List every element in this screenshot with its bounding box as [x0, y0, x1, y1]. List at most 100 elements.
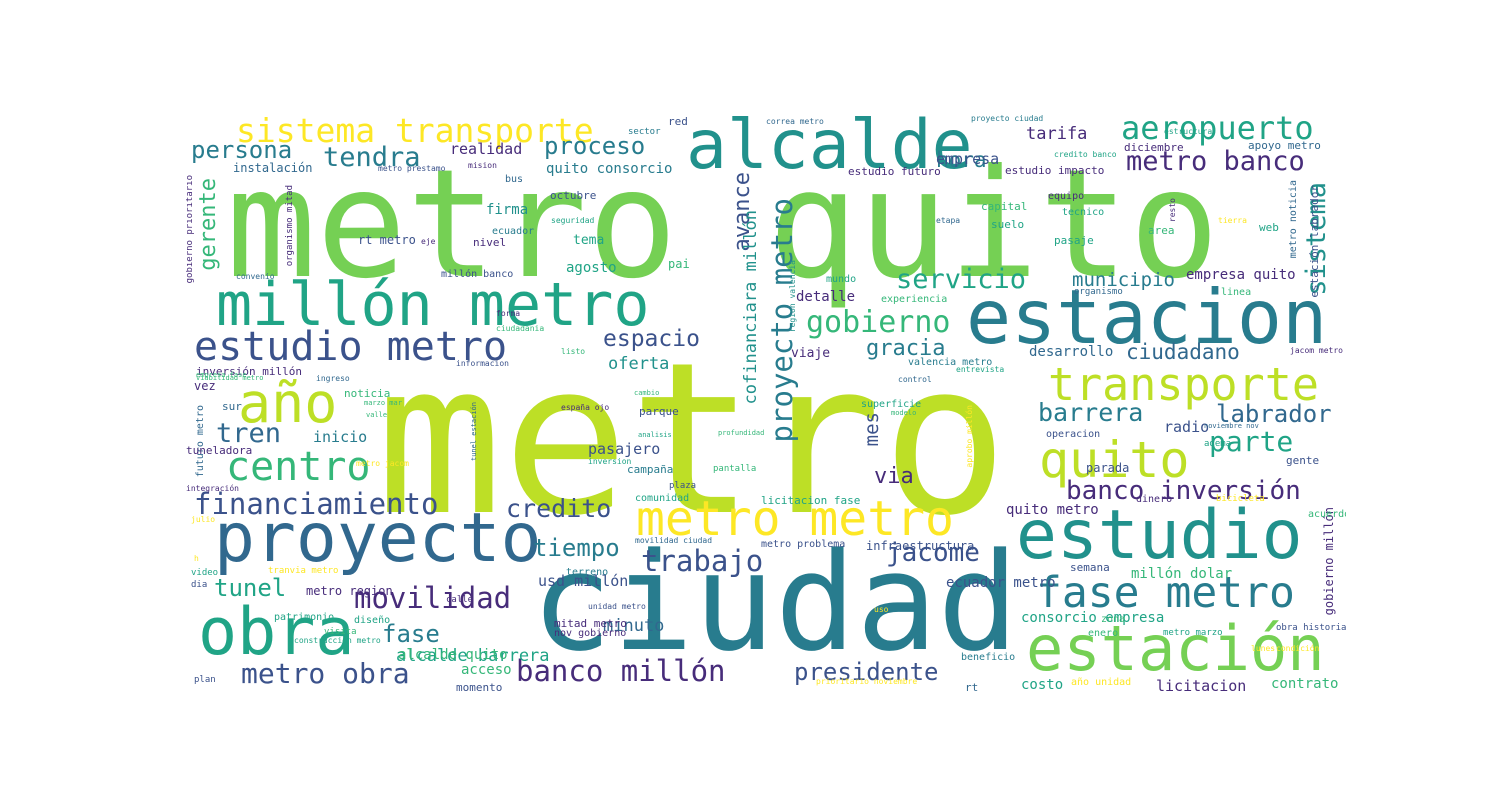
word-firma: firma — [486, 202, 529, 218]
word-analisis: analisis — [638, 431, 672, 439]
word-fase-metro: fase metro — [1036, 568, 1295, 618]
word-aprobo-millon: aprobo millón — [965, 405, 974, 468]
word-licitacion-fase: licitacion fase — [761, 494, 861, 507]
word-nivel: nivel — [473, 236, 507, 249]
word-radio: radio — [1164, 418, 1210, 436]
word-credito: credito — [506, 494, 612, 523]
word-estacion: estación — [1026, 612, 1325, 685]
word-diseno: diseño — [354, 615, 391, 626]
word-nov-gobierno: nov gobierno — [554, 628, 627, 639]
word-costo: costo — [1021, 677, 1064, 693]
word-eje: eje — [421, 237, 436, 246]
word-rt: rt — [965, 681, 979, 694]
word-video: video — [191, 568, 219, 578]
word-forma: forma — [496, 309, 521, 318]
word-estacion: estacion — [966, 273, 1328, 361]
word-seguridad: seguridad — [551, 216, 595, 225]
word-estudio: estudio — [1016, 496, 1303, 575]
word-futuro-metro: futuro metro — [195, 405, 206, 478]
word-marzo-mar: marzo mar — [364, 399, 402, 407]
word-dia: dia — [191, 580, 208, 590]
word-valencia-metro: valencia metro — [908, 357, 993, 368]
word-estudio-metro: estudio metro — [194, 324, 508, 370]
word-noviembre-nov: noviembre nov — [1204, 422, 1259, 430]
word-mitad-metro: mitad metro — [554, 617, 627, 630]
word-estudio-impacto: estudio impacto — [1005, 164, 1105, 177]
word-millon-banco: millón banco — [441, 269, 514, 280]
word-patrimonio: patrimonio — [274, 612, 335, 623]
word-acceso: acceso — [461, 662, 512, 678]
word-ecuador: ecuador — [492, 226, 535, 237]
word-red: red — [668, 115, 688, 128]
word-estudio-futuro: estudio futuro — [848, 165, 941, 178]
word-pasajero: pasajero — [588, 440, 661, 458]
word-tunel: tunel — [214, 574, 287, 602]
word-infraestructura: infraestructura — [866, 539, 975, 553]
word-pantalla: pantalla — [713, 464, 757, 474]
word-empresa-quito: empresa quito — [1186, 267, 1296, 283]
word-region-valencia: region valencia — [788, 260, 797, 333]
word-unidad-metro: unidad metro — [588, 602, 646, 611]
word-julio: julio — [191, 515, 216, 524]
word-visita: visita — [324, 627, 357, 637]
word-linea: linea — [1221, 287, 1252, 298]
word-web: web — [1259, 221, 1279, 234]
word-ciudadania: ciudadania — [496, 324, 545, 333]
word-ciudadano: ciudadano — [1126, 340, 1240, 364]
word-h: h — [194, 554, 199, 563]
word-control: control — [898, 375, 932, 384]
word-lunes: lunes — [1251, 644, 1276, 653]
word-campana: campaña — [627, 463, 674, 476]
word-comunidad: comunidad — [635, 493, 690, 504]
word-movilidad: movilidad — [354, 581, 512, 615]
word-operacion: operacion — [1046, 429, 1101, 440]
word-inversion-millon: inversión millón — [196, 365, 302, 378]
word-beneficio: beneficio — [961, 652, 1016, 663]
word-transporte: transporte — [1048, 358, 1319, 411]
word-gracia: gracia — [866, 336, 946, 361]
word-credito-banco: credito banco — [1054, 150, 1117, 159]
word-metro-quito: metro quito — [226, 138, 1220, 312]
word-momento: momento — [456, 681, 503, 694]
word-ciudad: ciudad — [531, 524, 1019, 681]
word-espacio: espacio — [603, 326, 700, 352]
word-quito-consorcio: quito consorcio — [546, 161, 673, 177]
word-organismo: organismo — [1074, 287, 1123, 297]
word-uso: uso — [874, 605, 889, 614]
word-metro-metro: metro metro — [636, 491, 954, 547]
word-tranvia-metro: tranvia metro — [268, 566, 339, 576]
word-cloud: metro metro quito ciudad alcalde estacion mil… — [186, 110, 1346, 700]
word-adema: adema — [1204, 439, 1232, 449]
word-tarifa: tarifa — [1026, 124, 1088, 144]
word-zona: zona — [1101, 614, 1126, 625]
word-metro-marzo: metro marzo — [1163, 628, 1223, 638]
word-bus: bus — [505, 174, 524, 185]
word-gente: gente — [1286, 454, 1320, 467]
word-desarrollo: desarrollo — [1029, 344, 1114, 360]
word-metro-prestamo: metro prestamo — [378, 164, 446, 173]
word-movilidad-ciudad: movilidad ciudad — [635, 536, 713, 545]
word-ano-unidad: año unidad — [1071, 677, 1132, 688]
word-diciembre: diciembre — [1124, 141, 1184, 154]
word-persona: persona — [191, 136, 293, 164]
word-gobierno-millon: gobierno millón — [1322, 507, 1336, 616]
word-servicio: servicio — [896, 264, 1027, 295]
word-pasaje: pasaje — [1054, 234, 1094, 247]
word-capital: capital — [981, 200, 1028, 213]
word-prioritario-noviembre: prioritario noviembre — [816, 677, 918, 686]
word-condicion: condición — [1276, 644, 1320, 653]
word-gerente: gerente — [196, 178, 221, 271]
word-noticia: noticia — [344, 387, 391, 400]
word-experiencia: experiencia — [881, 294, 948, 305]
word-apoyo-metro: apoyo metro — [1248, 139, 1321, 152]
word-espana-ojo: españa ojo — [561, 403, 610, 412]
word-proceso: proceso — [544, 132, 646, 160]
word-organismo-mitad: organismo mitad — [285, 185, 295, 267]
word-semana: semana — [1070, 561, 1110, 574]
word-quito-metro: quito metro — [1006, 502, 1099, 518]
word-barrera: barrera — [1038, 398, 1144, 427]
word-instalacion: instalación — [233, 161, 313, 175]
word-tendra: tendra — [323, 142, 421, 173]
word-centro: centro — [226, 444, 371, 490]
word-consorcio-empresa: consorcio empresa — [1021, 610, 1165, 626]
